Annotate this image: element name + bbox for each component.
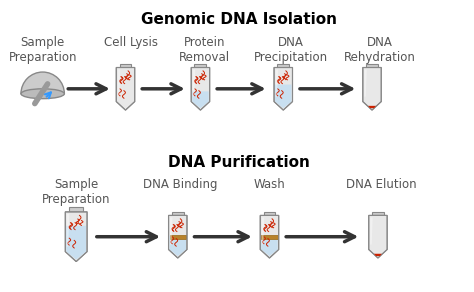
Polygon shape [65, 212, 87, 262]
Polygon shape [118, 69, 120, 97]
Polygon shape [262, 218, 264, 245]
Text: DNA Binding: DNA Binding [144, 178, 218, 191]
Polygon shape [260, 215, 279, 258]
Polygon shape [366, 64, 378, 67]
Polygon shape [192, 91, 209, 108]
Polygon shape [67, 214, 69, 247]
Text: Sample
Preparation: Sample Preparation [9, 36, 77, 64]
Polygon shape [274, 67, 292, 110]
Polygon shape [277, 64, 289, 67]
Polygon shape [69, 207, 83, 212]
Polygon shape [363, 67, 381, 110]
Polygon shape [194, 64, 206, 67]
Polygon shape [170, 218, 173, 245]
Polygon shape [119, 64, 131, 67]
Text: DNA Purification: DNA Purification [168, 155, 310, 170]
Polygon shape [169, 215, 187, 258]
Text: Genomic DNA Isolation: Genomic DNA Isolation [141, 12, 337, 27]
Polygon shape [191, 67, 210, 110]
Polygon shape [172, 212, 184, 215]
Polygon shape [365, 69, 367, 97]
Text: Sample
Preparation: Sample Preparation [42, 178, 110, 206]
Polygon shape [261, 239, 278, 256]
Text: Protein
Removal: Protein Removal [179, 36, 230, 64]
Polygon shape [170, 234, 186, 239]
Polygon shape [275, 69, 278, 97]
Polygon shape [193, 69, 195, 97]
Polygon shape [116, 67, 135, 110]
Polygon shape [170, 236, 186, 256]
Polygon shape [264, 212, 275, 215]
Ellipse shape [21, 89, 64, 99]
Polygon shape [370, 218, 373, 245]
Polygon shape [374, 254, 382, 256]
Text: DNA
Precipitation: DNA Precipitation [254, 36, 328, 64]
Wedge shape [21, 72, 64, 94]
Polygon shape [261, 234, 278, 239]
Polygon shape [372, 212, 384, 215]
Polygon shape [275, 85, 292, 108]
Text: Wash: Wash [254, 178, 285, 191]
Text: DNA
Rehydration: DNA Rehydration [344, 36, 416, 64]
Polygon shape [368, 106, 376, 108]
Text: DNA Elution: DNA Elution [346, 178, 416, 191]
Polygon shape [369, 215, 387, 258]
Polygon shape [66, 226, 86, 260]
Text: Cell Lysis: Cell Lysis [104, 36, 158, 48]
